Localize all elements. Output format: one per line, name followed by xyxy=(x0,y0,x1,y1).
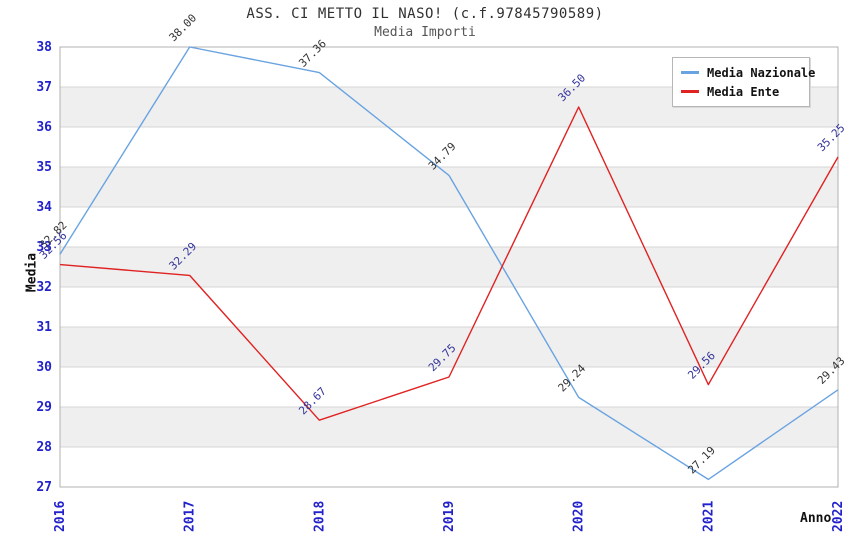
x-tick-label: 2017 xyxy=(183,501,198,532)
y-tick-label: 28 xyxy=(36,440,52,455)
y-tick-label: 29 xyxy=(36,400,52,415)
chart-title: ASS. CI METTO IL NASO! (c.f.97845790589) xyxy=(246,6,604,22)
legend-item-media-ente: Media Ente xyxy=(681,82,801,101)
x-tick-label: 2019 xyxy=(442,501,457,532)
y-tick-label: 31 xyxy=(36,320,52,335)
point-label: 38.00 xyxy=(167,12,200,45)
y-tick-label: 37 xyxy=(36,80,52,95)
legend-line-swatch-ente xyxy=(681,90,699,93)
y-tick-label: 33 xyxy=(36,240,52,255)
plot-border xyxy=(59,46,839,488)
plot-band xyxy=(60,367,838,407)
plot-band xyxy=(60,127,838,167)
y-tick-label: 35 xyxy=(36,160,52,175)
plot-band xyxy=(60,247,838,287)
x-tick-label: 2022 xyxy=(831,501,846,532)
x-tick-label: 2018 xyxy=(312,501,327,532)
y-tick-label: 30 xyxy=(36,360,52,375)
legend-item-media-nazionale: Media Nazionale xyxy=(681,63,815,82)
legend-label: Media Nazionale xyxy=(707,65,816,80)
y-tick-label: 34 xyxy=(36,200,52,215)
x-axis-title: Anno xyxy=(800,511,832,526)
plot-band xyxy=(60,407,838,447)
legend-box: Media Nazionale Media Ente xyxy=(672,57,815,107)
series-line xyxy=(59,46,839,481)
y-tick-label: 36 xyxy=(36,120,52,135)
y-tick-label: 27 xyxy=(36,480,52,495)
plot-band xyxy=(60,207,838,247)
x-tick-label: 2016 xyxy=(53,501,68,532)
plot-band xyxy=(60,167,838,207)
y-tick-label: 38 xyxy=(36,40,52,55)
y-axis-title: Media xyxy=(24,252,40,293)
x-tick-label: 2021 xyxy=(701,501,716,532)
plot-band xyxy=(60,447,838,487)
x-tick-label: 2020 xyxy=(572,501,587,532)
chart-subtitle: Media Importi xyxy=(374,25,476,40)
legend-label: Media Ente xyxy=(707,84,780,99)
series-line xyxy=(59,106,839,421)
y-tick-label: 32 xyxy=(36,280,52,295)
plot-band xyxy=(60,287,838,327)
plot-band xyxy=(60,327,838,367)
legend-line-swatch-nazionale xyxy=(681,71,699,74)
